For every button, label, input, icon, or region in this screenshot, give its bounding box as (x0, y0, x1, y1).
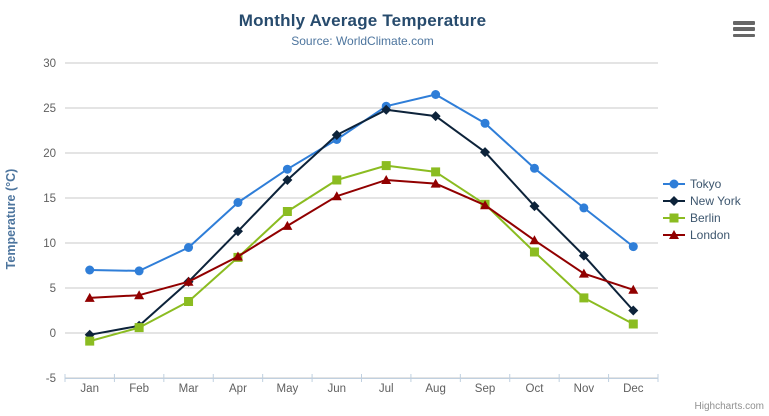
y-tick-label: 15 (43, 193, 56, 205)
data-point-triangle-marker[interactable] (480, 200, 491, 210)
data-point-diamond-marker[interactable] (480, 147, 491, 158)
data-point-square-marker[interactable] (282, 207, 292, 216)
series-tokyo[interactable] (85, 90, 638, 276)
data-point-triangle-marker[interactable] (381, 175, 392, 184)
data-point-square-marker[interactable] (332, 175, 342, 185)
legend-item-new-york[interactable]: New York (663, 192, 741, 209)
data-point-circle-marker[interactable] (233, 198, 243, 207)
data-point-diamond-marker (669, 195, 679, 206)
x-tick-label: Jan (80, 383, 99, 395)
hamburger-icon (733, 33, 755, 37)
legend-label: London (690, 227, 731, 242)
y-tick-label: 0 (50, 328, 56, 340)
hamburger-icon (733, 27, 755, 31)
data-point-diamond-marker[interactable] (529, 201, 540, 212)
x-tick-label: Aug (425, 383, 445, 395)
data-point-circle-marker[interactable] (529, 163, 539, 173)
data-point-triangle-marker[interactable] (84, 292, 95, 302)
data-point-triangle-marker[interactable] (232, 251, 243, 261)
data-point-triangle-marker[interactable] (134, 290, 145, 300)
data-point-triangle-marker[interactable] (282, 220, 293, 230)
series-london[interactable] (84, 175, 639, 302)
data-point-diamond-marker[interactable] (331, 130, 342, 140)
legend-label: New York (690, 193, 741, 208)
data-point-triangle-marker[interactable] (183, 276, 194, 286)
chart-subtitle: Source: WorldClimate.com (291, 34, 434, 48)
x-tick-label: Nov (574, 383, 595, 395)
data-point-circle-marker[interactable] (431, 90, 441, 99)
y-tick-label: 5 (50, 283, 56, 295)
data-point-diamond-marker[interactable] (578, 250, 589, 261)
data-point-diamond-marker[interactable] (282, 175, 293, 185)
chart-title: Monthly Average Temperature (238, 11, 487, 30)
series-new-york[interactable] (84, 104, 639, 340)
y-axis-title: Temperature (°C) (4, 168, 18, 270)
data-point-triangle-marker[interactable] (430, 178, 441, 188)
legend-circle-symbol (663, 179, 685, 188)
legend-label: Tokyo (690, 176, 722, 191)
legend-item-berlin[interactable]: Berlin (663, 209, 741, 226)
series-line (88, 108, 635, 336)
y-tick-label: 30 (43, 58, 56, 70)
data-point-triangle-marker[interactable] (578, 268, 589, 278)
series-line (88, 93, 635, 272)
data-point-circle-marker[interactable] (282, 164, 292, 174)
data-point-diamond-marker[interactable] (430, 111, 441, 122)
legend: Tokyo New York Berlin London (663, 175, 741, 243)
data-point-square-marker[interactable] (431, 167, 441, 177)
x-tick-label: Dec (623, 383, 644, 395)
y-tick-label: 25 (43, 103, 56, 115)
y-tick-label: -5 (46, 373, 56, 385)
series-line (88, 164, 635, 343)
x-tick-label: Jun (328, 383, 347, 395)
x-tick-label: May (277, 383, 299, 395)
y-tick-label: 10 (43, 238, 56, 250)
data-point-triangle-marker[interactable] (628, 284, 639, 294)
data-point-triangle-marker[interactable] (331, 191, 342, 201)
data-point-diamond-marker[interactable] (381, 104, 392, 115)
x-tick-label: Mar (179, 383, 199, 395)
data-point-circle-marker[interactable] (85, 265, 95, 275)
legend-label: Berlin (690, 210, 721, 225)
data-point-square-marker[interactable] (134, 323, 144, 333)
data-point-diamond-marker[interactable] (628, 305, 639, 316)
legend-triangle-symbol (663, 229, 685, 239)
data-point-circle-marker[interactable] (480, 118, 490, 128)
legend-item-london[interactable]: London (663, 226, 741, 243)
data-point-square-marker[interactable] (579, 293, 589, 303)
series-line (88, 179, 635, 299)
data-point-circle-marker[interactable] (134, 266, 144, 276)
y-tick-label: 20 (43, 148, 56, 160)
legend-square-symbol (663, 213, 685, 222)
data-point-square-marker[interactable] (184, 297, 194, 306)
data-point-circle-marker[interactable] (184, 243, 194, 252)
x-tick-label: Feb (129, 383, 149, 395)
data-point-square-marker (669, 213, 679, 222)
credits-link[interactable]: Highcharts.com (694, 401, 764, 412)
x-tick-label: Apr (229, 383, 247, 395)
legend-diamond-symbol (663, 195, 685, 206)
hamburger-icon (733, 21, 755, 25)
legend-item-tokyo[interactable]: Tokyo (663, 175, 741, 192)
data-point-circle-marker (669, 179, 679, 188)
export-menu-button[interactable] (733, 21, 755, 37)
x-tick-label: Jul (379, 383, 394, 395)
data-point-square-marker[interactable] (381, 161, 391, 171)
data-point-square-marker[interactable] (529, 247, 539, 257)
data-point-square-marker[interactable] (628, 319, 638, 329)
x-tick-label: Oct (526, 383, 545, 395)
data-point-triangle-marker[interactable] (529, 235, 540, 245)
data-point-circle-marker[interactable] (579, 203, 589, 213)
data-point-square-marker[interactable] (85, 336, 95, 346)
data-point-circle-marker[interactable] (628, 242, 638, 252)
x-tick-label: Sep (475, 383, 495, 395)
data-point-diamond-marker[interactable] (232, 226, 243, 237)
data-point-triangle-marker (669, 229, 679, 239)
